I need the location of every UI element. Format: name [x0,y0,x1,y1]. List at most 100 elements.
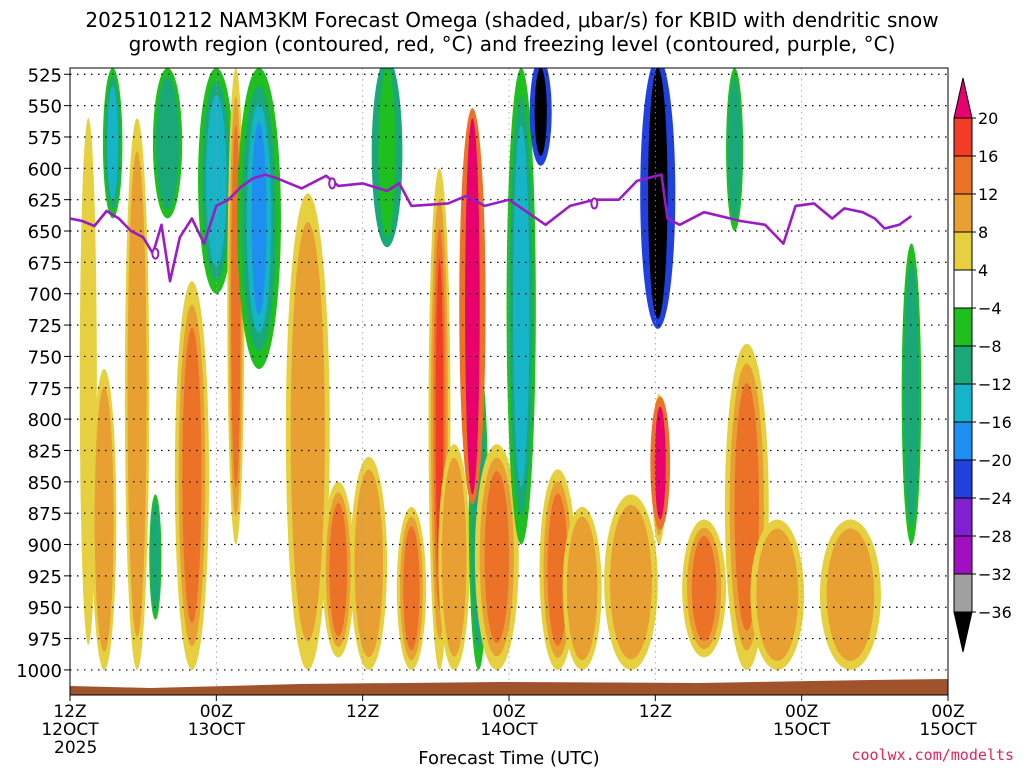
omega-blob-20-1 [566,516,598,661]
colorbar-label-11: −28 [978,527,1012,546]
omega-shading [79,68,922,670]
colorbar-label-8: −16 [978,413,1012,432]
y-tick-label-825: 825 [28,441,62,462]
omega-blob-6-2 [182,327,202,624]
colorbar-label-1: 16 [978,147,998,166]
x-tick-label-12-line1: 00Z [200,702,233,722]
x-tick-label-36-line1: 00Z [492,702,525,722]
colorbar-label-0: 20 [978,109,998,128]
colorbar-label-10: −24 [978,489,1012,508]
y-tick-label-775: 775 [28,379,62,400]
omega-core-0 [378,68,396,238]
freezing-label-2 [590,197,599,210]
y-tick-label-925: 925 [28,567,62,588]
x-tick-label-36-line2: 14OCT [480,720,538,740]
colorbar-bin-1 [953,117,973,157]
y-tick-label-725: 725 [28,316,62,337]
omega-blob-11-2 [329,502,348,637]
colorbar-label-2: 12 [978,185,998,204]
omega-blob-24-1 [727,77,742,222]
colorbar-label-7: −12 [978,375,1012,394]
source-credit: coolwx.com/modelts [851,746,1014,764]
y-tick-label-575: 575 [28,128,62,149]
x-tick-label-0-line2: 12OCT [41,720,99,740]
colorbar-bin-8 [953,383,973,423]
omega-blob-4-1 [150,501,161,613]
colorbar-bottom-arrow [953,611,973,653]
colorbar-bin-10 [953,459,973,499]
colorbar-bin-9 [953,421,973,461]
freezing-label-0 [151,247,160,260]
x-tick-label-end-line2: 15OCT [919,720,977,740]
omega-blob-9-3 [251,122,267,315]
omega-blob-2-2 [107,86,119,201]
y-tick-label-1000: 1000 [16,661,62,682]
colorbar-bin-13 [953,573,973,613]
colorbar-bin-4 [953,231,973,271]
y-tick-label-550: 550 [28,97,62,118]
y-axis: 525 550 575 600 625 650 675 700 725 750 775 800 825 8… [16,65,70,682]
omega-blob-12-1 [354,469,384,658]
x-axis-title: Forecast Time (UTC) [418,748,599,768]
terrain-fill [70,679,948,695]
y-tick-label-650: 650 [28,222,62,243]
omega-blob-21-1 [610,504,652,660]
colorbar-bin-5 [953,269,973,309]
x-tick-label-12-line2: 13OCT [188,720,246,740]
x-tick-label-48-line1: 12Z [639,702,672,722]
omega-blob-17-2 [484,471,510,643]
x-tick-label-0-line3: 2025 [54,738,97,758]
y-tick-label-700: 700 [28,285,62,306]
omega-blob-19-2 [547,493,569,646]
colorbar-label-3: 8 [978,223,988,242]
colorbar-label-6: −8 [978,337,1002,356]
freezing-level-layer [70,173,913,283]
omega-core-3 [648,68,668,319]
omega-blob-18-2 [512,125,530,488]
omega-blob-15-1 [441,457,467,657]
freezing-level-line [70,173,913,283]
x-tick-label-end-line1: 00Z [931,702,964,722]
y-tick-label-675: 675 [28,253,62,274]
colorbar-bin-7 [953,345,973,385]
omega-blob-27-1 [826,528,875,661]
omega-blob-28-1 [903,261,920,527]
y-tick-label-800: 800 [28,410,62,431]
omega-core-4 [654,406,666,520]
omega-core-1 [465,118,480,495]
y-tick-label-525: 525 [28,65,62,86]
colorbar-bin-2 [953,155,973,195]
colorbar-bin-12 [953,535,973,575]
colorbar-label-13: −36 [978,603,1012,622]
omega-blob-3-1 [127,151,147,637]
omega-core-2 [534,68,547,156]
omega-blob-26-1 [756,528,799,661]
colorbar-bin-11 [953,497,973,537]
colorbar-label-12: −32 [978,565,1012,584]
omega-blob-13-2 [403,526,420,651]
x-tick-label-0-line1: 12Z [53,702,86,722]
colorbar-label-4: 4 [978,261,988,280]
y-tick-label-975: 975 [28,630,62,651]
y-tick-label-900: 900 [28,536,62,557]
omega-blob-7-2 [206,95,227,267]
x-tick-label-60-line1: 00Z [785,702,818,722]
omega-blob-1-1 [94,387,114,652]
omega-blob-5-1 [156,77,179,210]
x-tick-label-24-line1: 12Z [346,702,379,722]
colorbar-top-arrow [953,77,973,119]
y-tick-label-850: 850 [28,473,62,494]
x-tick-label-60-line2: 15OCT [773,720,831,740]
colorbar-label-5: −4 [978,299,1002,318]
y-tick-label-625: 625 [28,191,62,212]
colorbar-bin-3 [953,193,973,233]
y-tick-label-600: 600 [28,159,62,180]
colorbar-bin-6 [953,307,973,347]
y-tick-label-875: 875 [28,504,62,525]
omega-blob-23-2 [691,535,717,641]
colorbar-label-9: −20 [978,451,1012,470]
chart-title-line-2: growth region (contoured, red, °C) and f… [128,32,896,56]
colorbar: 20 16 12 8 4 −4 −8 −12 −16 −20 −24 −28 −32 −36 [953,77,1012,653]
